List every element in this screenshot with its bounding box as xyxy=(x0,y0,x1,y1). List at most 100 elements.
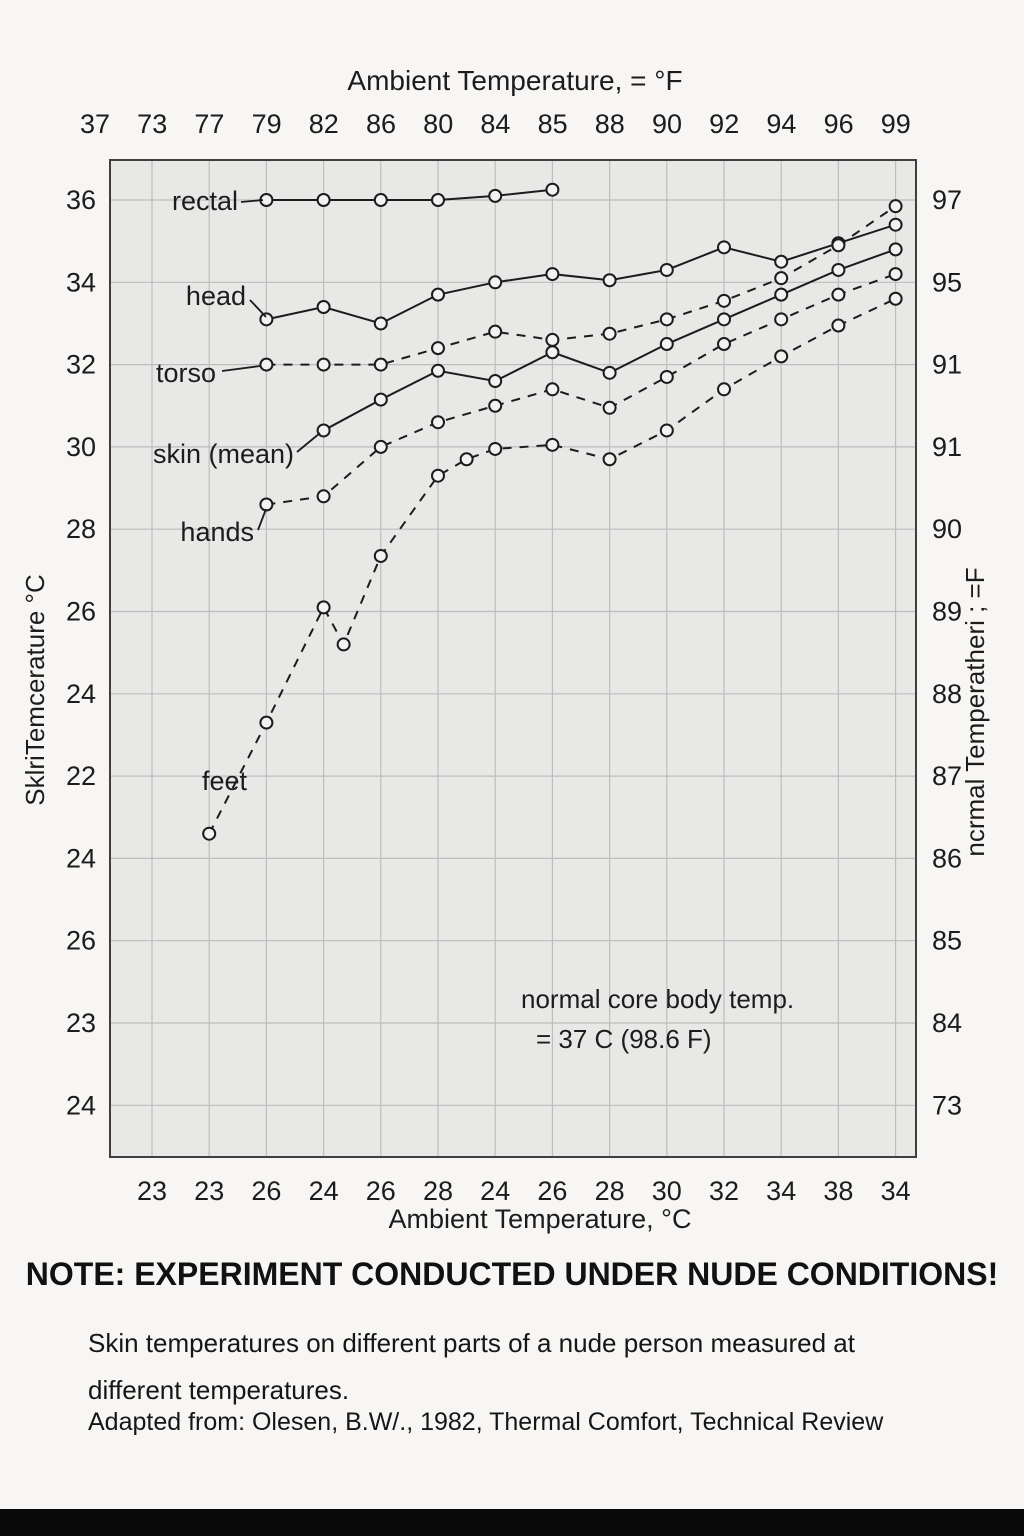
top-axis-tick-label: 99 xyxy=(881,109,911,139)
series-marker-feet xyxy=(888,291,903,306)
source-attribution: Adapted from: Olesen, B.W/., 1982, Therm… xyxy=(88,1408,884,1436)
bottom-axis-title: Ambient Temperature, °C xyxy=(389,1204,692,1234)
series-marker-torso xyxy=(545,332,560,347)
series-label-hands: hands xyxy=(180,517,254,547)
right-axis-tick-label: 91 xyxy=(932,350,962,380)
top-axis-tick-label: 37 xyxy=(80,109,110,139)
series-marker-skin-mean- xyxy=(774,287,789,302)
series-label-leader xyxy=(240,199,264,203)
top-axis-tick-label: 90 xyxy=(652,109,682,139)
annotation-line: normal core body temp. xyxy=(521,984,794,1014)
series-marker-torso xyxy=(831,238,846,253)
left-axis-tick-label: 26 xyxy=(66,926,96,956)
series-label-rectal: rectal xyxy=(172,186,238,216)
left-axis-tick-label: 30 xyxy=(66,432,96,462)
series-marker-skin-mean- xyxy=(717,312,731,327)
series-marker-skin-mean- xyxy=(659,337,674,352)
series-marker-rectal xyxy=(488,188,503,203)
series-marker-feet xyxy=(259,715,274,730)
series-marker-hands xyxy=(659,369,674,384)
left-axis-tick-label: 24 xyxy=(66,843,96,873)
bottom-axis-tick-label: 23 xyxy=(137,1176,167,1206)
top-axis-tick-label: 73 xyxy=(137,109,167,139)
bottom-axis-tick-label: 23 xyxy=(194,1176,224,1206)
series-marker-skin-mean- xyxy=(831,262,846,277)
series-marker-skin-mean- xyxy=(602,365,617,380)
bottom-axis-tick-label: 26 xyxy=(537,1176,567,1206)
top-axis-tick-label: 79 xyxy=(252,109,282,139)
series-marker-skin-mean- xyxy=(888,242,903,257)
left-axis-tick-label: 34 xyxy=(66,267,96,297)
series-marker-head xyxy=(659,262,674,277)
series-marker-feet xyxy=(831,318,846,333)
series-marker-rectal xyxy=(545,182,560,197)
right-axis-tick-label: 89 xyxy=(932,597,962,627)
top-axis-tick-label: 80 xyxy=(423,109,453,139)
bottom-axis-tick-label: 28 xyxy=(423,1176,453,1206)
series-marker-hands xyxy=(774,312,789,327)
left-axis-tick-label: 22 xyxy=(66,761,96,791)
series-marker-head xyxy=(431,287,445,302)
series-marker-head xyxy=(717,240,731,255)
series-label-head: head xyxy=(186,281,246,311)
top-axis-tick-label: 96 xyxy=(824,109,854,139)
series-marker-feet xyxy=(488,441,503,456)
series-marker-head xyxy=(545,267,560,282)
left-axis-tick-label: 36 xyxy=(66,185,96,215)
right-axis-tick-label: 88 xyxy=(932,679,962,709)
series-marker-torso xyxy=(431,341,445,356)
series-label-torso: torso xyxy=(156,358,216,388)
note-text: NOTE: EXPERIMENT CONDUCTED UNDER NUDE CO… xyxy=(25,1256,999,1292)
caption-line-1: Skin temperatures on different parts of … xyxy=(88,1328,855,1358)
series-marker-feet xyxy=(659,423,674,438)
figure-caption: Skin temperatures on different parts of … xyxy=(88,1320,948,1414)
series-marker-torso xyxy=(717,293,731,308)
series-line-hands xyxy=(266,273,896,506)
right-axis-tick-label: 97 xyxy=(932,185,962,215)
series-marker-hands xyxy=(545,382,560,397)
right-axis-title: ncrmal Temperatheri ; =F xyxy=(960,567,990,856)
series-marker-torso xyxy=(259,357,274,372)
top-axis-tick-label: 94 xyxy=(766,109,796,139)
top-axis-tick-label: 92 xyxy=(709,109,739,139)
series-marker-feet xyxy=(774,349,789,364)
series-label-feet: feet xyxy=(202,766,248,796)
series-marker-feet xyxy=(545,437,560,452)
series-label-leader xyxy=(257,508,267,531)
series-marker-head xyxy=(774,254,789,269)
series-marker-feet xyxy=(316,600,331,615)
series-marker-torso xyxy=(774,271,789,286)
series-marker-head xyxy=(259,312,274,327)
series-marker-hands xyxy=(431,415,445,430)
series-marker-rectal xyxy=(373,193,388,207)
chart-container: 37 73 77 79 82 86 80 84 85 88 90 92 94 96 99 23 23 26 24 26… xyxy=(20,65,990,1234)
series-label-leader xyxy=(221,365,261,372)
series-marker-head xyxy=(316,299,331,314)
bottom-axis-tick-label: 28 xyxy=(595,1176,625,1206)
caption-line-2: different temperatures. xyxy=(88,1375,350,1405)
series-marker-torso xyxy=(888,199,903,214)
series-marker-rectal xyxy=(316,193,331,207)
top-axis-tick-label: 77 xyxy=(194,109,224,139)
series-line-torso xyxy=(266,205,897,366)
series-marker-hands xyxy=(316,489,331,504)
series-label-leader xyxy=(249,299,267,318)
left-axis-tick-label: 24 xyxy=(66,1090,96,1120)
series-marker-head xyxy=(602,273,617,288)
series-marker-feet xyxy=(459,452,474,467)
series-marker-torso xyxy=(659,312,674,327)
top-axis-tick-label: 85 xyxy=(538,109,568,139)
plot-frame xyxy=(109,159,917,1158)
series-marker-skin-mean- xyxy=(488,374,503,389)
series-marker-torso xyxy=(373,357,388,372)
series-marker-feet xyxy=(602,452,617,467)
series-marker-feet xyxy=(717,382,731,397)
bottom-axis-tick-label: 38 xyxy=(823,1176,853,1206)
annotation-line: = 37 C (98.6 F) xyxy=(536,1024,712,1054)
series-marker-head xyxy=(888,217,903,232)
left-axis-tick-label: 32 xyxy=(66,350,96,380)
series-marker-torso xyxy=(488,324,503,339)
top-axis-title: Ambient Temperature, = °F xyxy=(347,65,682,96)
series-marker-feet xyxy=(202,826,217,841)
